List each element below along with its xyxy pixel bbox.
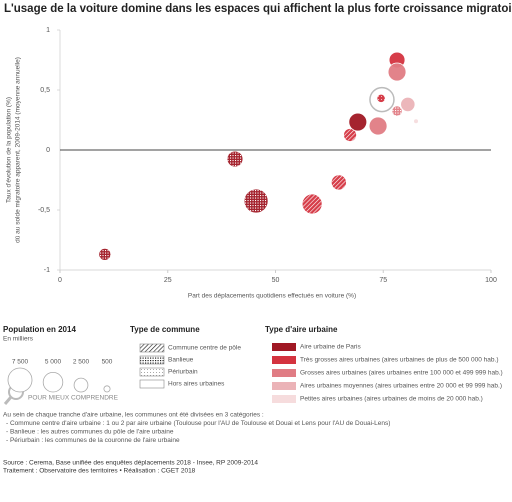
x-tick-label: 100 <box>485 277 497 284</box>
size-legend-label: 2 500 <box>73 359 90 366</box>
x-tick-label: 75 <box>379 277 387 284</box>
bubble-pattern <box>331 175 346 190</box>
y-tick-label: -0,5 <box>38 207 50 214</box>
bubble-pattern <box>227 151 243 167</box>
aire-legend-swatch <box>272 343 296 351</box>
aire-legend-label: Aires urbaines moyennes (aires urbaines … <box>300 383 502 390</box>
size-legend-label: 5 000 <box>45 359 62 366</box>
commune-legend-label: Périurbain <box>168 369 198 376</box>
bubble <box>387 62 407 82</box>
note-line: - Périurbain : les communes de la couron… <box>6 437 180 444</box>
commune-legend-label: Banlieue <box>168 357 194 364</box>
aire-legend-swatch <box>272 369 296 377</box>
aire-legend-label: Très grosses aires urbaines (aires urbai… <box>300 357 498 364</box>
size-legend-title: Population en 2014 <box>3 325 76 334</box>
aire-legend-title: Type d'aire urbaine <box>265 325 338 334</box>
aire-legend-swatch <box>272 382 296 390</box>
aire-legend-swatch <box>272 395 296 403</box>
commune-legend-swatch <box>139 355 165 365</box>
size-legend-label: 7 500 <box>12 359 29 366</box>
commune-legend-swatch <box>139 367 165 377</box>
size-legend-circle <box>73 377 89 393</box>
aire-legend-label: Petites aires urbaines (aires urbaines d… <box>300 396 483 403</box>
bubble-pattern <box>392 106 402 116</box>
note-line: Au sein de chaque tranche d'aire urbaine… <box>3 412 264 419</box>
y-axis-label: Taux d'évolution de la population (%) <box>6 97 13 203</box>
size-legend-label: 500 <box>102 359 113 366</box>
y-tick-label: 0,5 <box>40 87 50 94</box>
y-tick-label: 1 <box>46 27 50 34</box>
bubble-pattern <box>344 129 357 141</box>
bubble-pattern <box>377 94 385 103</box>
bubble-pattern <box>244 189 268 213</box>
size-legend-circle <box>42 372 64 393</box>
chart-title: L'usage de la voiture domine dans les es… <box>4 3 512 15</box>
x-tick-label: 0 <box>58 277 62 284</box>
size-legend-circle <box>7 367 33 393</box>
note-title: POUR MIEUX COMPRENDRE <box>28 395 119 402</box>
note-line: - Banlieue : les autres communes du pôle… <box>6 429 174 436</box>
bubble <box>413 118 419 124</box>
commune-legend-label: Hors aires urbaines <box>168 381 225 388</box>
bubble <box>400 96 416 113</box>
y-tick-label: 0 <box>46 147 50 154</box>
commune-legend-swatch <box>139 379 165 389</box>
y-axis-label: dû au solde migratoire apparent, 2009-20… <box>15 57 22 243</box>
aire-legend-label: Aire urbaine de Paris <box>300 344 361 351</box>
bubble <box>348 112 368 132</box>
commune-legend-title: Type de commune <box>130 325 200 334</box>
x-tick-label: 50 <box>272 277 280 284</box>
source-line: Traitement : Observatoire des territoire… <box>3 468 196 475</box>
commune-legend-label: Commune centre de pôle <box>168 345 241 352</box>
size-legend-circle <box>103 385 111 393</box>
source-line: Source : Cerema, Base unifiée des enquêt… <box>3 460 258 467</box>
y-tick-label: -1 <box>44 267 50 274</box>
aire-legend-swatch <box>272 356 296 364</box>
bubble <box>368 116 388 136</box>
bubble-pattern <box>302 194 322 214</box>
x-tick-label: 25 <box>164 277 172 284</box>
size-legend-subtitle: En milliers <box>3 336 34 343</box>
note-line: - Commune centre d'aire urbaine : 1 ou 2… <box>6 420 390 427</box>
aire-legend-label: Grosses aires urbaines (aires urbaines e… <box>300 370 503 377</box>
commune-legend-swatch <box>139 343 165 353</box>
bubble-pattern <box>99 248 111 260</box>
x-axis-label: Part des déplacements quotidiens effectu… <box>188 293 356 300</box>
